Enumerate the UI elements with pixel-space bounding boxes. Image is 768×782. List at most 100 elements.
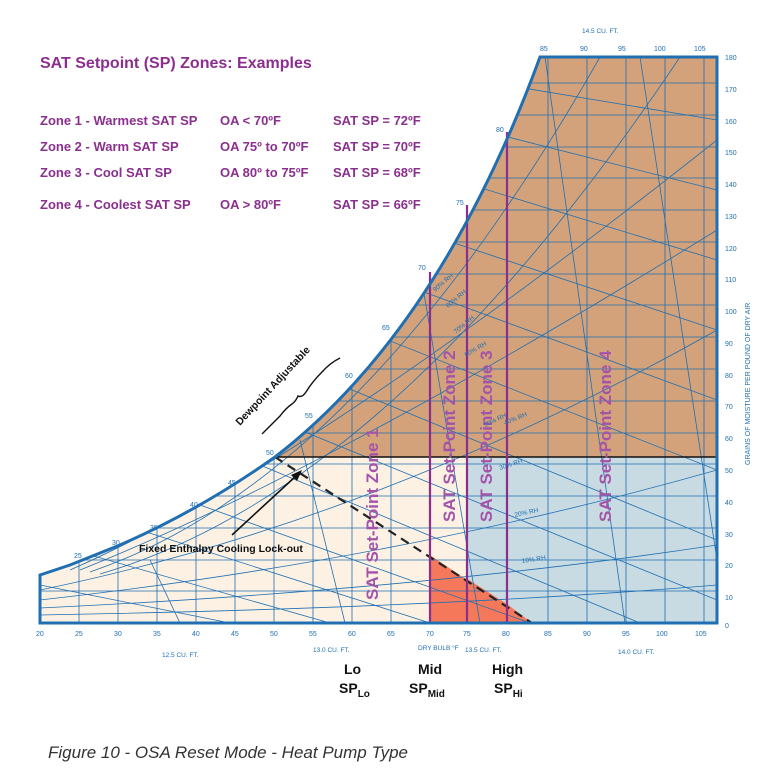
sp-hi-sp: SPHi: [494, 680, 523, 700]
x-tick: 65: [387, 631, 395, 638]
zone-4-sp: SAT SP = 66ºF: [333, 197, 421, 212]
volume-label: 13.0 CU. FT.: [313, 647, 350, 654]
zone-1-sp: SAT SP = 72ºF: [333, 113, 421, 128]
sat-label: 40: [190, 502, 198, 509]
y-tick: 50: [725, 468, 733, 475]
rh-label: 10% RH: [521, 555, 546, 565]
sat-label: 60: [345, 373, 353, 380]
enthalpy-arrowhead: [291, 470, 302, 481]
sp-mid-sp: SPMid: [409, 680, 445, 700]
volume-label: 13.5 CU. FT.: [465, 647, 502, 654]
y-tick: 170: [725, 87, 737, 94]
dewpoint-label: Dewpoint Adjustable: [233, 344, 312, 428]
x-tick: 105: [695, 631, 707, 638]
zone-4-name: Zone 4 - Coolest SAT SP: [40, 197, 191, 212]
sp-lo-name: Lo: [344, 661, 361, 677]
enthalpy-label: Fixed Enthalpy Cooling Lock-out: [139, 543, 303, 555]
x-tick: 35: [153, 631, 161, 638]
x-tick: 80: [502, 631, 510, 638]
y-tick: 110: [725, 277, 736, 284]
y-tick: 60: [725, 436, 733, 443]
x-tick: 90: [583, 631, 591, 638]
x-tick: 100: [656, 631, 668, 638]
top-tick: 100: [654, 46, 666, 53]
sat-label: 55: [305, 413, 313, 420]
x-tick: 55: [309, 631, 317, 638]
y-tick: 20: [725, 563, 733, 570]
sp-lo-sp-text: SP: [339, 680, 358, 696]
saturation-labels: 25 30 35 40 45 50 55 60 65 70 75 80: [74, 127, 504, 560]
y-tick: 180: [725, 55, 737, 62]
volume-label: 14.5 CU. FT.: [582, 28, 619, 35]
sp-hi-sp-text: SP: [494, 680, 513, 696]
volume-labels: 12.5 CU. FT. 13.0 CU. FT. 13.5 CU. FT. 1…: [162, 28, 655, 659]
y-tick: 0: [725, 623, 729, 630]
sp-lo-sp: SPLo: [339, 680, 370, 700]
x-tick: 45: [231, 631, 239, 638]
sat-label: 35: [150, 525, 158, 532]
top-tick: 90: [580, 46, 588, 53]
sp-mid-name: Mid: [418, 661, 442, 677]
sp-mid-sp-text: SP: [409, 680, 428, 696]
sat-label: 75: [456, 200, 464, 207]
sat-label: 65: [382, 325, 390, 332]
volume-label: 12.5 CU. FT.: [162, 652, 199, 659]
volume-label: 14.0 CU. FT.: [618, 649, 655, 656]
top-tick: 105: [694, 46, 706, 53]
zone-1-oa: OA < 70ºF: [220, 113, 281, 128]
y-tick: 90: [725, 341, 733, 348]
zone-3-oa: OA 80º to 75ºF: [220, 165, 309, 180]
top-tick: 85: [540, 46, 548, 53]
zones-table: Zone 1 - Warmest SAT SP OA < 70ºF SAT SP…: [40, 113, 421, 212]
y-tick: 160: [725, 119, 737, 126]
sp-hi-name: High: [492, 661, 523, 677]
y-tick: 130: [725, 214, 737, 221]
x-tick: 95: [622, 631, 630, 638]
x-tick: 25: [75, 631, 83, 638]
sp-hi-sub: Hi: [513, 689, 523, 700]
y-tick: 70: [725, 404, 733, 411]
sat-label: 45: [228, 480, 236, 487]
zone-3-name: Zone 3 - Cool SAT SP: [40, 165, 172, 180]
x-tick: 20: [36, 631, 44, 638]
sat-label: 50: [266, 450, 274, 457]
y-tick: 80: [725, 373, 733, 380]
y-axis: 180 170 160 150 140 130 120 110 100 90 8…: [725, 55, 752, 630]
sat-label: 70: [418, 265, 426, 272]
enthalpy-arrow: [231, 475, 297, 536]
enthalpy-lockout-line: [274, 456, 533, 624]
top-tick: 95: [618, 46, 626, 53]
x-tick: 30: [114, 631, 122, 638]
x-tick: 50: [270, 631, 278, 638]
zone-3-label: SAT Set-Point Zone 3: [477, 350, 496, 522]
top-axis: 85 90 95 100 105: [540, 46, 706, 53]
y-tick: 40: [725, 500, 733, 507]
chart-outline: [38, 55, 719, 625]
zone-1-label: SAT Set-Point Zone 1: [363, 428, 382, 600]
sp-mid-sub: Mid: [428, 689, 445, 700]
y-tick: 150: [725, 150, 737, 157]
zone-2-oa: OA 75º to 70ºF: [220, 139, 309, 154]
rh-label: 20% RH: [514, 507, 539, 519]
x-tick: 40: [192, 631, 200, 638]
sat-label: 80: [496, 127, 504, 134]
y-tick: 10: [725, 595, 733, 602]
zone-3-sp: SAT SP = 68ºF: [333, 165, 421, 180]
y-tick: 120: [725, 246, 737, 253]
zone2-cream-region: [430, 457, 467, 580]
y-axis-label: GRAINS OF MOISTURE PER POUND OF DRY AIR: [745, 303, 752, 465]
x-axis: 20 25 30 35 40 45 50 55 60 65 70 75 80 8…: [36, 631, 707, 652]
chart-title: SAT Setpoint (SP) Zones: Examples: [40, 55, 312, 72]
y-tick: 140: [725, 182, 737, 189]
dewpoint-brace: [261, 357, 341, 435]
y-tick: 30: [725, 532, 733, 539]
x-axis-label: DRY BULB °F: [418, 644, 459, 652]
x-tick: 85: [544, 631, 552, 638]
x-tick: 60: [348, 631, 356, 638]
zone-4-label: SAT Set-Point Zone 4: [596, 350, 615, 522]
x-tick: 75: [463, 631, 471, 638]
zone-2-sp: SAT SP = 70ºF: [333, 139, 421, 154]
y-tick: 100: [725, 309, 737, 316]
sat-label: 25: [74, 553, 82, 560]
